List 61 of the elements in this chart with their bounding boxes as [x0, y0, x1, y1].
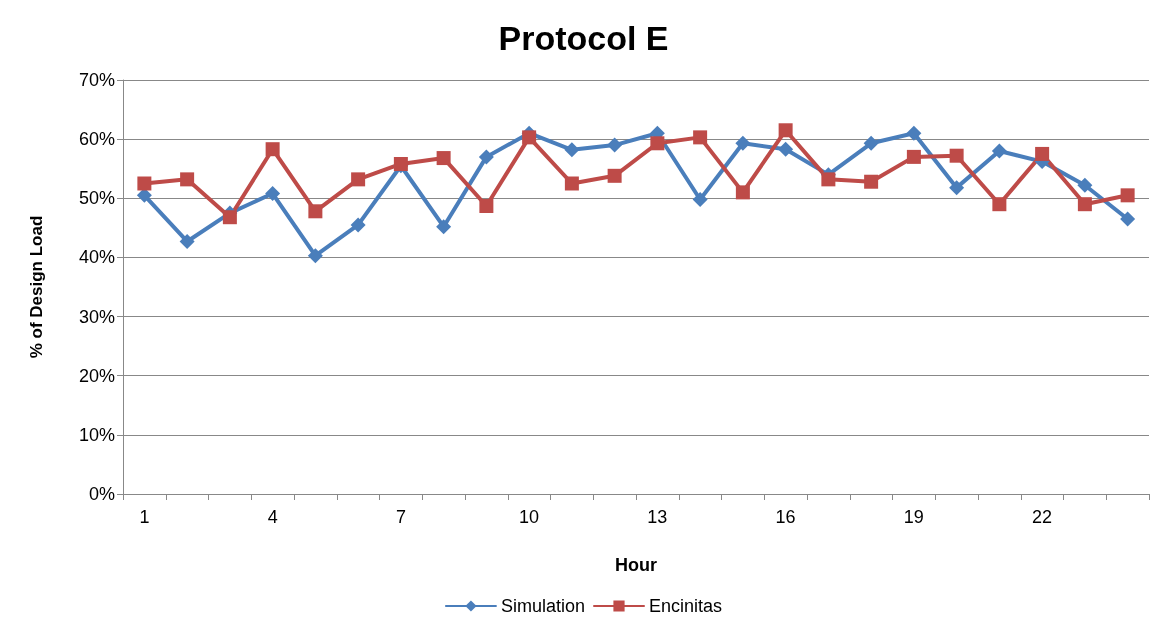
- point: [864, 174, 879, 189]
- point: [607, 137, 623, 153]
- point: [564, 176, 579, 191]
- point: [1035, 146, 1050, 161]
- y-tick-label: 40%: [78, 247, 115, 268]
- point: [906, 149, 921, 164]
- y-tick-label: 0%: [88, 484, 115, 504]
- point: [821, 172, 836, 187]
- point: [778, 123, 793, 138]
- point: [436, 151, 451, 166]
- point: [949, 180, 965, 196]
- point: [1120, 188, 1135, 203]
- point: [265, 142, 280, 157]
- point: [137, 176, 152, 191]
- point: [564, 142, 580, 158]
- point: [906, 125, 922, 141]
- y-tick-label: 10%: [78, 424, 115, 445]
- x-tick-label: 1: [139, 507, 150, 527]
- point: [479, 198, 494, 213]
- point: [351, 172, 366, 187]
- point: [991, 143, 1007, 159]
- x-tick-label: 7: [395, 507, 406, 527]
- point: [1077, 177, 1093, 193]
- y-tick-label: 30%: [78, 306, 115, 327]
- x-tick-label: 13: [647, 507, 668, 527]
- point: [436, 219, 452, 235]
- y-tick-label: 50%: [78, 188, 115, 209]
- y-tick-label: 70%: [78, 70, 115, 90]
- point: [778, 141, 794, 157]
- point: [863, 135, 879, 151]
- point: [692, 191, 708, 207]
- point: [180, 172, 195, 187]
- x-tick-label: 16: [775, 507, 796, 527]
- y-tick-label: 60%: [78, 129, 115, 150]
- y-axis-title: % of Design Load: [27, 215, 46, 359]
- point: [222, 210, 237, 225]
- legend-label: Simulation: [500, 596, 586, 616]
- point: [650, 136, 665, 151]
- point: [735, 185, 750, 200]
- x-tick-label: 19: [903, 507, 924, 527]
- point: [1120, 211, 1136, 227]
- chart-title: Protocol E: [498, 19, 669, 57]
- legend-label: Encinitas: [649, 596, 723, 616]
- point: [350, 217, 366, 233]
- point: [607, 168, 622, 183]
- point: [307, 248, 323, 264]
- x-axis-title: Hour: [615, 555, 657, 575]
- point: [308, 204, 323, 219]
- point: [478, 149, 494, 165]
- x-tick-label: 4: [267, 507, 278, 527]
- x-tick-label: 10: [519, 507, 540, 527]
- point: [179, 233, 195, 249]
- point: [992, 197, 1007, 212]
- point: [693, 130, 708, 145]
- point: [265, 186, 281, 202]
- x-tick-label: 22: [1032, 507, 1053, 527]
- point: [522, 130, 537, 145]
- point: [735, 135, 751, 151]
- point: [1077, 197, 1092, 212]
- y-tick-label: 20%: [78, 365, 115, 386]
- point: [949, 148, 964, 163]
